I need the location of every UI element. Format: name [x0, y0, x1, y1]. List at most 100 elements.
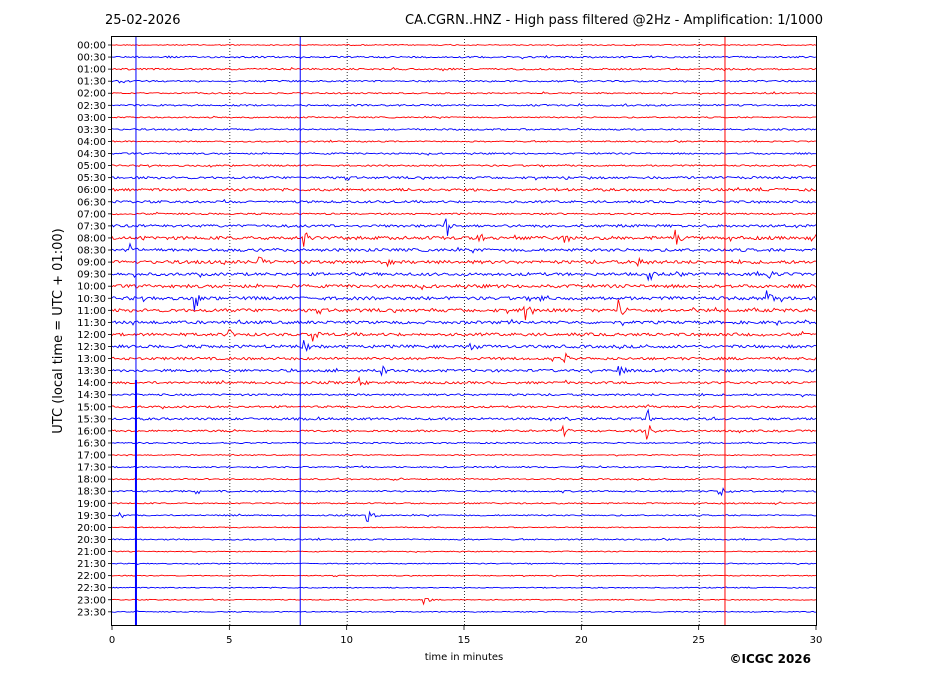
- y-tick-label: 18:00: [77, 475, 106, 486]
- trace-row-1630: [111, 441, 817, 445]
- y-tick-label: 14:00: [77, 378, 106, 389]
- trace-row-1130: [112, 318, 817, 327]
- trace-row-1430: [112, 392, 817, 398]
- trace-row-2200: [111, 574, 817, 578]
- x-axis-label: time in minutes: [425, 652, 504, 663]
- plot-frame: [111, 36, 817, 626]
- y-tick-label: 19:00: [77, 499, 106, 510]
- y-tick-label: 04:00: [77, 137, 106, 148]
- y-tick-label: 10:30: [77, 294, 106, 305]
- trace-row-2100: [112, 550, 817, 554]
- y-tick-label: 18:30: [77, 487, 106, 498]
- y-tick-label: 15:00: [77, 402, 106, 413]
- y-tick-label: 20:00: [77, 523, 106, 534]
- trace-row-0600: [111, 186, 817, 192]
- y-tick-label: 21:30: [77, 559, 106, 570]
- y-tick-label: 12:30: [77, 342, 106, 353]
- trace-row-1300: [111, 352, 817, 364]
- trace-row-1100: [111, 299, 817, 321]
- y-tick-label: 00:30: [77, 53, 106, 64]
- trace-row-0330: [111, 128, 817, 132]
- y-tick-label: 04:30: [77, 149, 106, 160]
- trace-row-0300: [111, 115, 817, 120]
- y-tick-label: 07:30: [77, 221, 106, 232]
- y-tick-label: 12:00: [77, 330, 106, 341]
- y-tick-label: 13:00: [77, 354, 106, 365]
- vertical-markers: [134, 36, 817, 626]
- x-axis-ticks: 0 5 10 15 20 25 30: [109, 626, 823, 646]
- trace-row-0730: [111, 218, 817, 236]
- y-tick-label: 02:00: [77, 89, 106, 100]
- trace-row-0500: [111, 163, 817, 168]
- x-tick-label: 0: [109, 635, 115, 646]
- trace-row-0930: [111, 270, 817, 282]
- grid-lines: [229, 36, 700, 626]
- y-tick-label: 22:00: [77, 571, 106, 582]
- y-tick-label: 14:30: [77, 390, 106, 401]
- trace-row-1400: [111, 375, 817, 387]
- trace-row-0430: [111, 151, 816, 156]
- trace-row-1500: [111, 404, 817, 410]
- trace-row-2000: [111, 526, 817, 529]
- y-tick-label: 10:00: [77, 282, 106, 293]
- y-tick-label: 00:00: [77, 41, 106, 52]
- y-tick-label: 20:30: [77, 535, 106, 546]
- y-tick-label: 11:30: [77, 318, 106, 329]
- trace-row-2300: [111, 597, 817, 606]
- trace-row-1530: [111, 408, 817, 422]
- y-tick-label: 07:00: [77, 209, 106, 220]
- y-tick-label: 02:30: [77, 101, 106, 112]
- x-tick-label: 10: [340, 635, 353, 646]
- trace-row-0700: [111, 211, 817, 216]
- trace-row-1930: [111, 510, 817, 523]
- seismic-traces: [111, 43, 817, 613]
- trace-row-0630: [111, 198, 817, 205]
- trace-row-1330: [111, 365, 817, 377]
- trace-row-1600: [111, 424, 817, 440]
- trace-row-1230: [111, 340, 817, 352]
- trace-row-1900: [111, 501, 817, 506]
- trace-row-1830: [111, 487, 816, 497]
- y-tick-label: 16:00: [77, 426, 106, 437]
- trace-row-0830: [111, 242, 817, 254]
- date-label: 25-02-2026: [105, 13, 181, 28]
- y-tick-label: 03:30: [77, 125, 106, 136]
- trace-row-1200: [111, 329, 817, 342]
- chart-title: CA.CGRN..HNZ - High pass filtered @2Hz -…: [405, 13, 823, 28]
- trace-row-2230: [111, 586, 817, 589]
- trace-row-2330: [111, 610, 816, 613]
- trace-row-0130: [111, 79, 817, 84]
- y-tick-label: 13:30: [77, 366, 106, 377]
- y-tick-label: 11:00: [77, 306, 106, 317]
- y-tick-label: 23:00: [77, 595, 106, 606]
- y-tick-label: 16:30: [77, 438, 106, 449]
- trace-row-1700: [111, 453, 817, 457]
- trace-row-0900: [111, 256, 817, 268]
- y-tick-label: 01:30: [77, 77, 106, 88]
- trace-row-0400: [111, 139, 816, 143]
- y-tick-label: 06:30: [77, 197, 106, 208]
- trace-row-0530: [111, 175, 817, 181]
- y-tick-label: 15:30: [77, 414, 106, 425]
- x-tick-label: 15: [458, 635, 471, 646]
- y-tick-label: 09:00: [77, 258, 106, 269]
- trace-row-0000: [112, 43, 817, 47]
- y-tick-label: 03:00: [77, 113, 106, 124]
- trace-row-0200: [111, 91, 817, 96]
- trace-row-1030: [111, 290, 817, 311]
- x-tick-label: 20: [575, 635, 588, 646]
- trace-row-2030: [111, 537, 817, 541]
- trace-row-1730: [111, 465, 817, 469]
- x-tick-label: 5: [226, 635, 232, 646]
- y-axis-ticks: 00:0000:3001:0001:3002:0002:3003:0003:30…: [77, 41, 112, 618]
- x-tick-label: 30: [810, 635, 823, 646]
- trace-row-1000: [111, 283, 817, 291]
- y-tick-label: 06:00: [77, 185, 106, 196]
- y-tick-label: 17:00: [77, 451, 106, 462]
- trace-row-2130: [111, 562, 816, 566]
- trace-row-1800: [111, 477, 817, 481]
- x-tick-label: 25: [692, 635, 705, 646]
- y-tick-label: 01:00: [77, 65, 106, 76]
- y-tick-label: 08:00: [77, 233, 106, 244]
